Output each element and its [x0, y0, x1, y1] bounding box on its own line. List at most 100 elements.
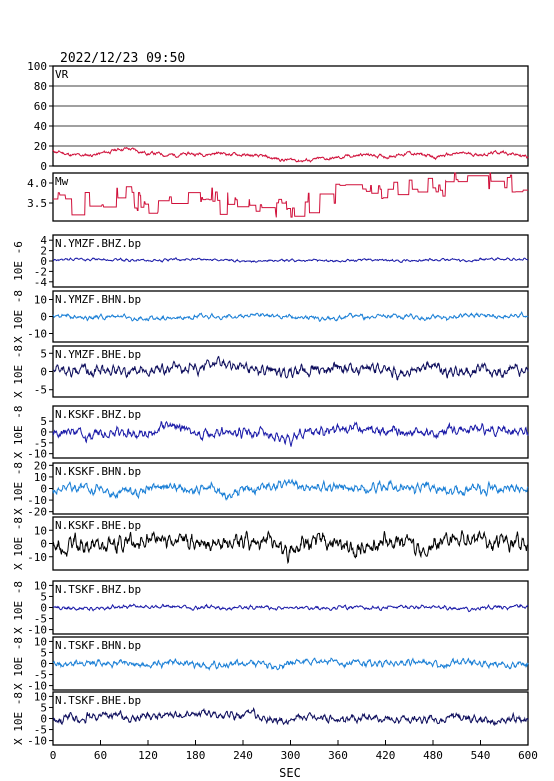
x-tick-label: 180 — [186, 749, 206, 762]
y-tick-label: 3.5 — [27, 197, 47, 210]
unit-label: X 10E -8 — [12, 581, 25, 634]
panel-label: VR — [55, 68, 69, 81]
y-tick-label: 10 — [34, 579, 47, 592]
panel-label: N.KSKF.BHE.bp — [55, 519, 141, 532]
trace-vr — [52, 146, 529, 163]
x-tick-label: 600 — [518, 749, 538, 762]
panel-ymzf-bhz: 420-2-4 N.YMZF.BHZ.bp 10E -6 — [12, 234, 529, 289]
unit-label: X 10E -8 — [12, 692, 25, 745]
y-tick-label: -4 — [34, 276, 48, 289]
unit-label: X 10E -8 — [12, 462, 25, 515]
y-tick-label: 20 — [34, 459, 47, 472]
unit-label: X 10E -8 — [12, 345, 25, 398]
y-tick-label: 10 — [34, 471, 47, 484]
y-tick-label: -10 — [27, 735, 47, 748]
y-tick-label: -10 — [27, 448, 47, 461]
panel-ymzf-bhe: 5 0 -5 N.YMZF.BHE.bp X 10E -8 — [12, 345, 529, 398]
y-tick-label: 40 — [34, 120, 47, 133]
y-tick-label: 2 — [40, 245, 47, 258]
panel-frame — [52, 65, 529, 167]
y-tick-label: 0 — [40, 483, 47, 496]
y-tick-label: 0 — [40, 602, 47, 615]
panel-label: N.YMZF.BHE.bp — [55, 348, 141, 361]
y-tick-label: 10 — [34, 294, 47, 307]
y-tick-label: 100 — [27, 60, 47, 73]
panel-kskf-bhe: 100-10 N.KSKF.BHE.bp X 10E -8 — [12, 516, 529, 571]
y-tick-label: 4.0 — [27, 177, 47, 190]
y-tick-label: -20 — [27, 506, 47, 519]
trace-tskf-bhn — [52, 657, 529, 672]
y-tick-label: -5 — [34, 669, 47, 682]
panel-label: N.TSKF.BHN.bp — [55, 639, 141, 652]
panel-mw: 4.0 3.5 Mw — [27, 172, 529, 222]
panel-stack: 100806040200VR4.03.5Mw420-2-4N.YMZF.BHZ.… — [12, 60, 529, 748]
x-tick-label: 60 — [94, 749, 107, 762]
y-tick-label: -10 — [27, 551, 47, 564]
trace-ymzf-bhe — [52, 355, 529, 381]
panel-frame — [52, 172, 529, 222]
y-tick-label: -5 — [34, 437, 47, 450]
y-tick-label: 10 — [34, 635, 47, 648]
panel-label: N.KSKF.BHN.bp — [55, 465, 141, 478]
x-axis-label: SEC — [279, 766, 301, 780]
trace-kskf-bhz — [52, 420, 529, 447]
y-tick-label: 0 — [40, 160, 47, 173]
panel-label: N.YMZF.BHN.bp — [55, 293, 141, 306]
trace-kskf-bhn — [52, 478, 529, 502]
x-tick-label: 300 — [281, 749, 301, 762]
y-tick-label: 0 — [40, 255, 47, 268]
y-tick-label: 5 — [40, 701, 47, 714]
trace-tskf-bhe — [52, 707, 529, 727]
unit-label: X 10E -8 — [12, 406, 25, 459]
y-tick-label: 10 — [34, 524, 47, 537]
y-tick-label: 80 — [34, 80, 47, 93]
y-tick-label: 10 — [34, 690, 47, 703]
x-tick-label: 480 — [423, 749, 443, 762]
y-tick-label: 0 — [40, 658, 47, 671]
x-axis: 0 60 120 180 240 300 360 420 480 540 600 — [50, 740, 538, 762]
y-tick-label: 0 — [40, 311, 47, 324]
y-tick-label: -5 — [34, 613, 47, 626]
y-tick-label: -10 — [27, 328, 47, 341]
x-tick-label: 240 — [233, 749, 253, 762]
y-tick-label: 5 — [40, 646, 47, 659]
trace-tskf-bhz — [52, 603, 529, 613]
y-tick-label: 4 — [40, 234, 47, 247]
x-tick-label: 120 — [138, 749, 158, 762]
panel-label: N.YMZF.BHZ.bp — [55, 237, 141, 250]
y-tick-label: -2 — [34, 265, 47, 278]
y-tick-label: 0 — [40, 426, 47, 439]
y-tick-label: 5 — [40, 590, 47, 603]
unit-label: X 10E -8 — [12, 637, 25, 690]
panel-ymzf-bhn: 10 0 -10 N.YMZF.BHN.bp X 10E -8 — [12, 290, 529, 343]
panel-label: N.KSKF.BHZ.bp — [55, 408, 141, 421]
y-tick-label: 5 — [40, 347, 47, 360]
y-tick-label: -10 — [27, 624, 47, 637]
y-tick-label: 0 — [40, 713, 47, 726]
trace-kskf-bhe — [52, 530, 529, 565]
x-tick-label: 540 — [471, 749, 491, 762]
unit-label: 10E -6 — [12, 241, 25, 281]
y-tick-label: -5 — [34, 384, 47, 397]
y-tick-label: -10 — [27, 680, 47, 693]
panel-label: Mw — [55, 175, 69, 188]
y-tick-label: 5 — [40, 415, 47, 428]
panel-vr: 100 80 60 40 20 0 VR — [27, 60, 529, 173]
trace-ymzf-bhn — [52, 311, 529, 322]
x-tick-label: 0 — [50, 749, 57, 762]
chart-title: 2022/12/23 09:50 — [60, 51, 185, 66]
panel-label: N.TSKF.BHZ.bp — [55, 583, 141, 596]
trace-ymzf-bhz — [52, 257, 528, 264]
y-tick-label: 0 — [40, 538, 47, 551]
y-tick-label: 20 — [34, 140, 47, 153]
panel-kskf-bhz: 50-5-10 N.KSKF.BHZ.bp X 10E -8 — [12, 405, 529, 461]
y-tick-label: 60 — [34, 100, 47, 113]
trace-mw — [53, 172, 528, 218]
y-tick-label: -5 — [34, 724, 47, 737]
unit-label: X 10E -8 — [12, 290, 25, 343]
